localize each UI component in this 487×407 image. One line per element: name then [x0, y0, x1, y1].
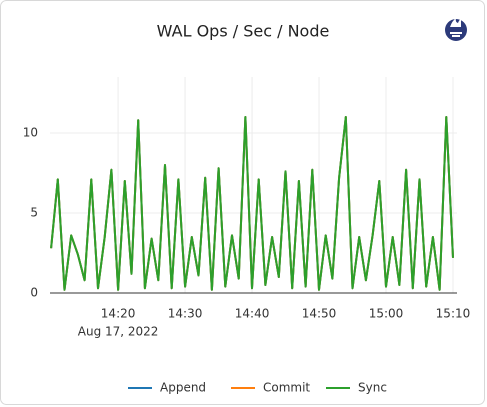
legend-label: Commit: [263, 381, 310, 395]
legend-label: Append: [160, 381, 206, 395]
legend-label: Sync: [358, 381, 387, 395]
x-tick-label: 14:50: [302, 307, 337, 321]
y-tick-label: 10: [23, 126, 38, 140]
x-tick-label: 15:00: [369, 307, 404, 321]
x-tick-label: 14:40: [235, 307, 270, 321]
prometheus-icon: [445, 18, 467, 41]
x-tick-label: 14:30: [168, 307, 203, 321]
x-tick-label: 15:10: [436, 307, 471, 321]
series-line: [50, 116, 454, 291]
x-date-label: Aug 17, 2022: [78, 325, 159, 339]
y-tick-label: 5: [30, 206, 38, 220]
y-tick-label: 0: [30, 286, 38, 300]
chart-title: WAL Ops / Sec / Node: [157, 22, 330, 41]
x-tick-label: 14:20: [101, 307, 136, 321]
